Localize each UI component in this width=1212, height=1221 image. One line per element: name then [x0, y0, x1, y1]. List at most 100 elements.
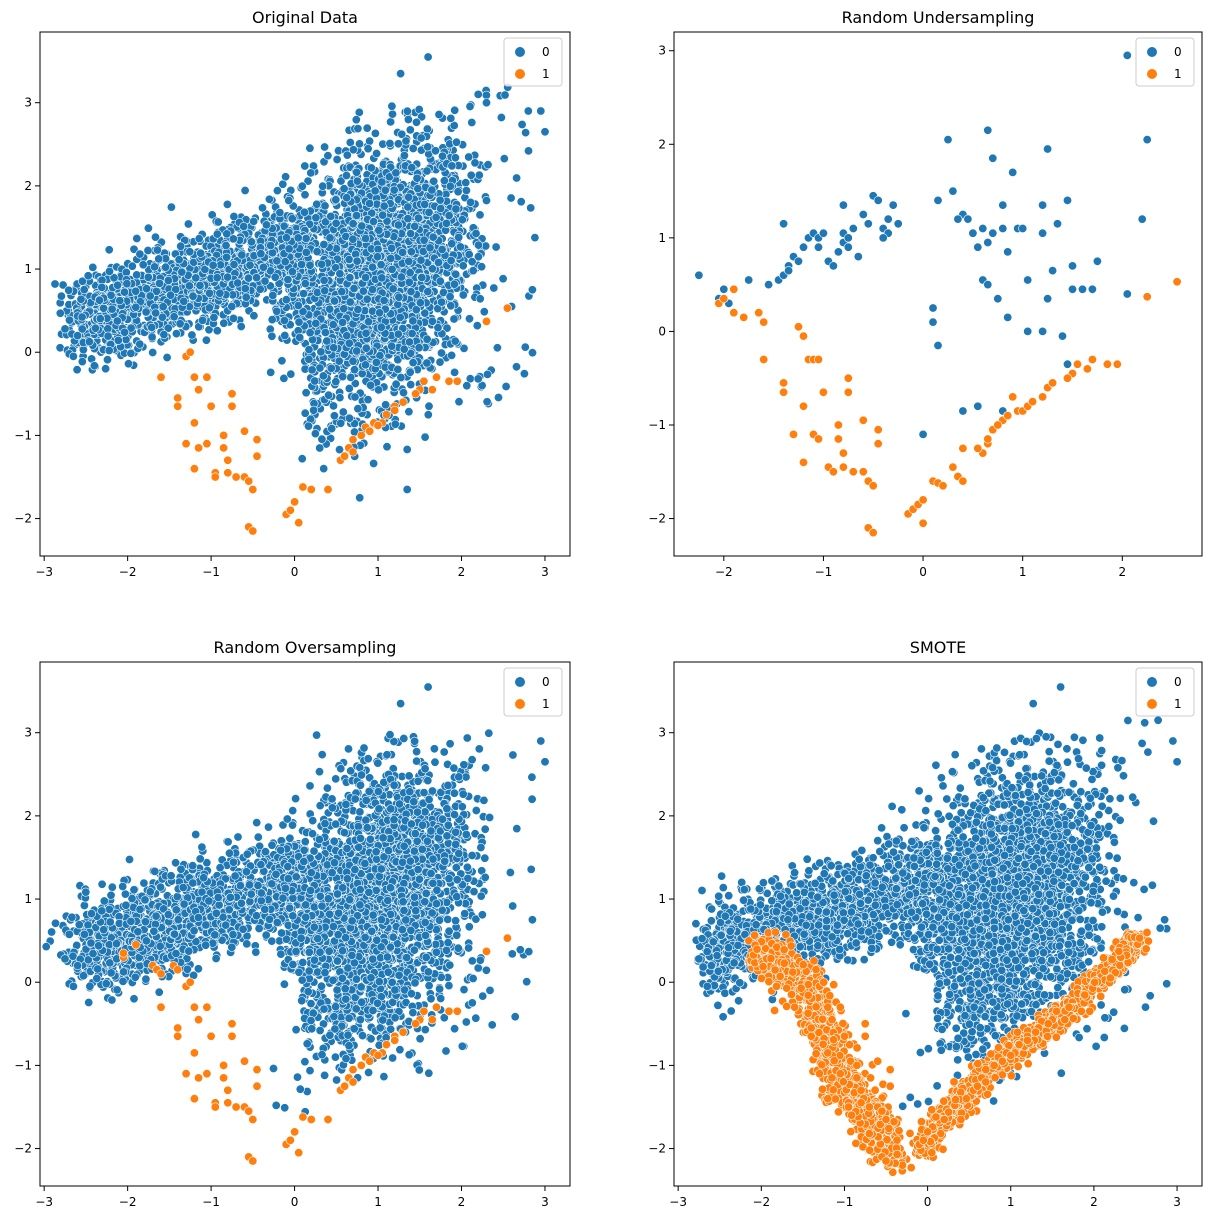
y-tick-label: 3 [24, 726, 32, 740]
scatter-point-class-1 [294, 518, 304, 528]
scatter-point-class-0 [255, 284, 265, 294]
scatter-point-class-0 [297, 181, 307, 191]
scatter-point-class-0 [268, 290, 278, 300]
scatter-point-class-1 [1082, 364, 1092, 374]
scatter-point-class-0 [398, 247, 408, 257]
scatter-point-class-0 [148, 347, 158, 357]
scatter-point-class-0 [348, 145, 358, 155]
scatter-point-class-0 [499, 154, 509, 164]
scatter-point-class-0 [171, 329, 181, 339]
scatter-point-class-0 [379, 1072, 389, 1082]
scatter-point-class-0 [212, 273, 222, 283]
scatter-point-class-0 [341, 171, 351, 181]
scatter-point-class-0 [501, 381, 511, 391]
scatter-point-class-0 [374, 385, 384, 395]
scatter-point-class-0 [361, 328, 371, 338]
scatter-point-class-0 [376, 322, 386, 332]
scatter-point-class-0 [344, 413, 354, 423]
scatter-point-class-0 [175, 319, 185, 329]
scatter-point-class-0 [427, 264, 437, 274]
scatter-point-class-0 [284, 244, 294, 254]
scatter-point-class-0 [1003, 312, 1013, 322]
scatter-point-class-0 [1003, 247, 1013, 257]
y-tick-label: −2 [648, 512, 666, 526]
x-tick-label: −2 [119, 565, 137, 579]
x-tick-label: 1 [1019, 565, 1027, 579]
scatter-point-class-0 [353, 304, 363, 314]
x-tick-label: 2 [458, 1195, 466, 1209]
scatter-point-class-0 [317, 434, 327, 444]
scatter-point-class-0 [983, 238, 993, 248]
scatter-point-class-0 [79, 285, 89, 295]
scatter-point-class-1 [210, 472, 220, 482]
scatter-point-class-0 [350, 378, 360, 388]
scatter-point-class-0 [405, 268, 415, 278]
scatter-point-class-0 [430, 146, 440, 156]
scatter-point-class-0 [933, 340, 943, 350]
scatter-point-class-0 [481, 763, 491, 773]
scatter-point-class-1 [1112, 359, 1122, 369]
scatter-point-class-0 [346, 766, 356, 776]
scatter-point-class-0 [482, 397, 492, 407]
scatter-point-class-0 [798, 242, 808, 252]
scatter-point-class-1 [419, 376, 429, 386]
scatter-point-class-0 [411, 117, 421, 127]
scatter-point-class-0 [366, 163, 376, 173]
scatter-point-class-1 [240, 426, 250, 436]
scatter-point-class-0 [367, 208, 377, 218]
scatter-point-class-0 [342, 193, 352, 203]
scatter-point-class-1 [798, 331, 808, 341]
scatter-point-class-0 [1068, 261, 1078, 271]
scatter-point-class-0 [384, 172, 394, 182]
x-tick-label: −2 [715, 565, 733, 579]
scatter-point-class-1 [918, 518, 928, 528]
scatter-point-class-0 [462, 381, 472, 391]
scatter-point-class-0 [338, 407, 348, 417]
scatter-point-class-0 [163, 323, 173, 333]
scatter-point-class-0 [411, 305, 421, 315]
scatter-point-class-0 [1018, 224, 1028, 234]
scatter-point-class-0 [89, 361, 99, 371]
scatter-point-class-0 [744, 275, 754, 285]
scatter-point-class-1 [248, 526, 258, 536]
scatter-point-class-0 [113, 335, 123, 345]
scatter-point-class-0 [517, 120, 527, 130]
scatter-point-class-0 [104, 245, 114, 255]
scatter-point-class-0 [403, 202, 413, 212]
scatter-point-class-0 [406, 229, 416, 239]
scatter-point-class-0 [76, 294, 86, 304]
scatter-point-class-0 [450, 336, 460, 346]
scatter-point-class-0 [95, 295, 105, 305]
scatter-point-class-0 [300, 408, 310, 418]
scatter-point-class-0 [103, 331, 113, 341]
scatter-point-class-0 [127, 261, 137, 271]
scatter-point-class-1 [1102, 359, 1112, 369]
scatter-point-class-0 [344, 338, 354, 348]
scatter-point-class-1 [818, 387, 828, 397]
scatter-point-class-0 [413, 213, 423, 223]
scatter-point-class-0 [466, 197, 476, 207]
scatter-point-class-0 [363, 395, 373, 405]
scatter-point-class-1 [156, 372, 166, 382]
scatter-point-class-1 [444, 376, 454, 386]
scatter-point-class-0 [155, 278, 165, 288]
scatter-point-class-0 [403, 115, 413, 125]
x-tick-label: 1 [374, 1195, 382, 1209]
scatter-point-class-0 [353, 404, 363, 414]
scatter-point-class-0 [361, 234, 371, 244]
scatter-point-class-1 [759, 354, 769, 364]
scatter-point-class-1 [227, 401, 237, 411]
scatter-point-class-0 [228, 234, 238, 244]
scatter-point-class-0 [988, 228, 998, 238]
scatter-point-class-1 [223, 468, 233, 478]
scatter-point-class-0 [334, 445, 344, 455]
scatter-point-class-0 [449, 279, 459, 289]
scatter-point-class-0 [404, 277, 414, 287]
scatter-point-class-0 [493, 392, 503, 402]
scatter-point-class-0 [387, 341, 397, 351]
scatter-point-class-0 [1142, 135, 1152, 145]
scatter-point-class-0 [405, 367, 415, 377]
scatter-point-class-1 [873, 425, 883, 435]
scatter-point-class-0 [422, 124, 432, 134]
scatter-point-class-0 [435, 276, 445, 286]
